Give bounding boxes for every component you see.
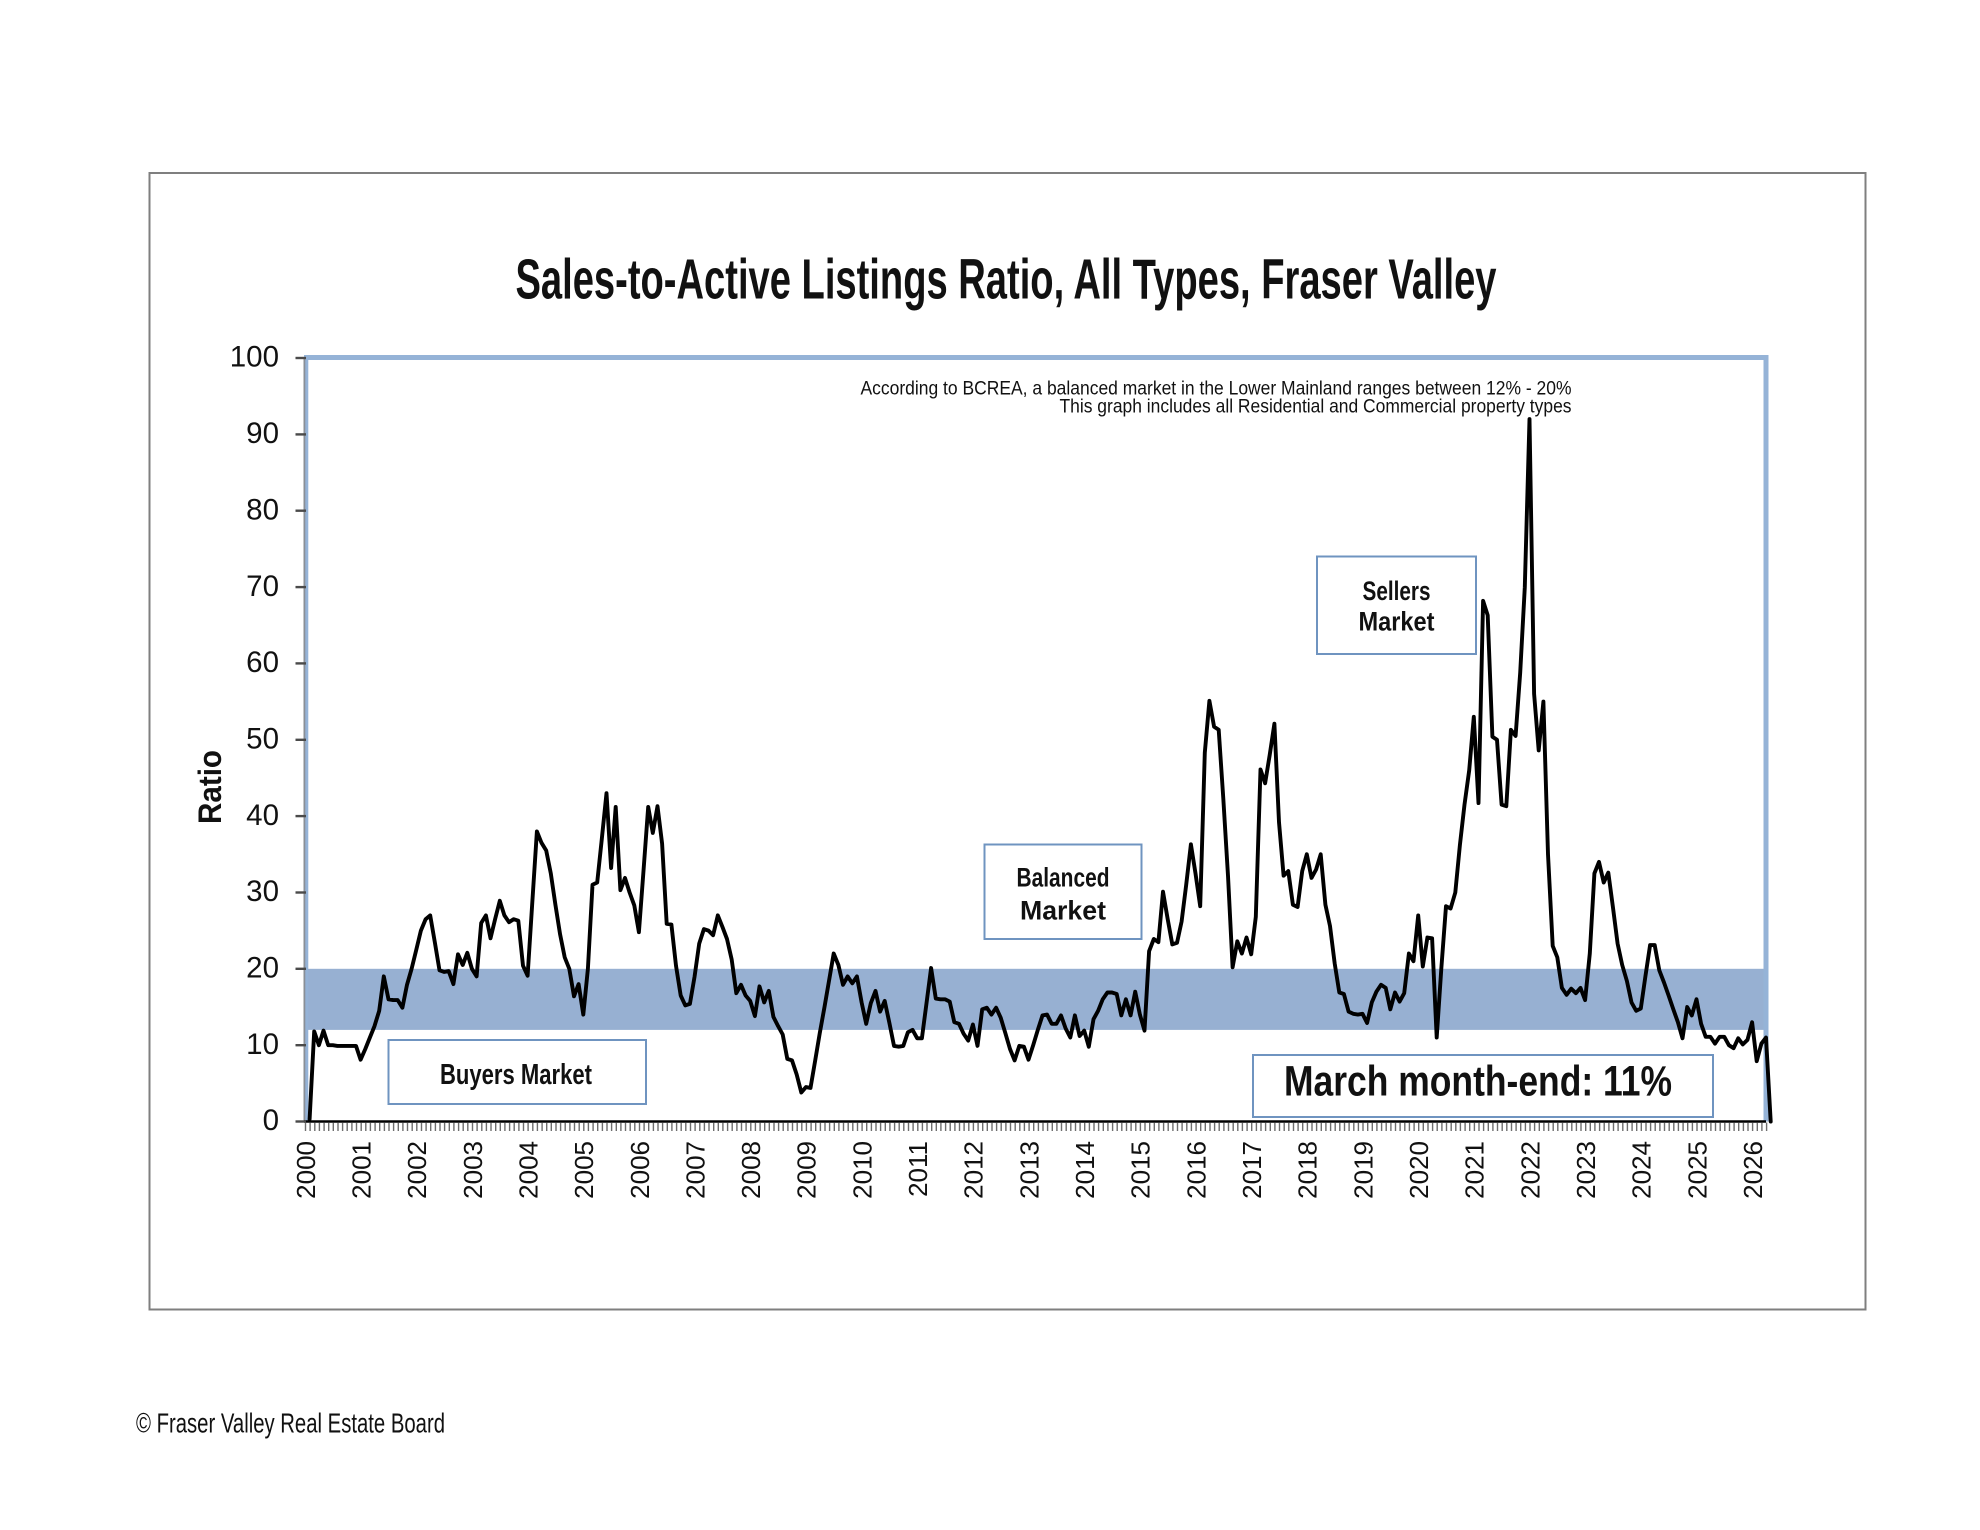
svg-text:This graph includes all Reside: This graph includes all Residential and … [1060, 396, 1572, 418]
svg-text:2006: 2006 [625, 1141, 655, 1199]
svg-text:2005: 2005 [569, 1141, 599, 1199]
svg-text:2024: 2024 [1627, 1141, 1657, 1199]
svg-text:2020: 2020 [1404, 1141, 1434, 1199]
svg-text:Sales-to-Active Listings Ratio: Sales-to-Active Listings Ratio, All Type… [516, 248, 1497, 312]
svg-text:Market: Market [1020, 896, 1106, 926]
svg-text:50: 50 [246, 723, 279, 756]
svg-text:2017: 2017 [1237, 1141, 1267, 1199]
svg-text:2008: 2008 [736, 1141, 766, 1199]
svg-text:10: 10 [246, 1028, 279, 1061]
svg-text:2021: 2021 [1460, 1141, 1490, 1199]
svg-text:According to BCREA, a balanced: According to BCREA, a balanced market in… [861, 378, 1572, 400]
svg-text:2002: 2002 [402, 1141, 432, 1199]
svg-text:Sellers: Sellers [1363, 576, 1431, 606]
svg-text:© Fraser Valley Real Estate Bo: © Fraser Valley Real Estate Board [136, 1408, 445, 1439]
svg-text:Ratio: Ratio [192, 750, 228, 824]
svg-text:March month-end: 11%: March month-end: 11% [1284, 1058, 1672, 1106]
svg-text:70: 70 [246, 570, 279, 603]
svg-text:80: 80 [246, 493, 279, 526]
svg-text:2019: 2019 [1348, 1141, 1378, 1199]
svg-text:2012: 2012 [959, 1141, 989, 1199]
svg-text:30: 30 [246, 875, 279, 908]
svg-text:2000: 2000 [291, 1141, 321, 1199]
svg-text:2003: 2003 [458, 1141, 488, 1199]
svg-text:2004: 2004 [513, 1141, 543, 1199]
svg-text:2014: 2014 [1070, 1141, 1100, 1199]
svg-text:2011: 2011 [903, 1141, 933, 1197]
svg-text:90: 90 [246, 417, 279, 450]
svg-text:40: 40 [246, 799, 279, 832]
svg-text:100: 100 [230, 341, 279, 374]
svg-text:2016: 2016 [1181, 1141, 1211, 1199]
svg-text:2010: 2010 [847, 1141, 877, 1199]
svg-text:Market: Market [1359, 607, 1435, 637]
svg-text:2022: 2022 [1515, 1141, 1545, 1199]
svg-text:2026: 2026 [1738, 1141, 1768, 1199]
svg-text:2007: 2007 [680, 1141, 710, 1199]
svg-text:2023: 2023 [1571, 1141, 1601, 1199]
svg-text:Buyers Market: Buyers Market [440, 1059, 592, 1091]
svg-text:2013: 2013 [1014, 1141, 1044, 1199]
svg-text:20: 20 [246, 952, 279, 985]
svg-text:Balanced: Balanced [1017, 863, 1110, 893]
svg-text:2018: 2018 [1293, 1141, 1323, 1199]
svg-text:60: 60 [246, 646, 279, 679]
svg-text:2001: 2001 [347, 1141, 377, 1199]
svg-text:0: 0 [263, 1104, 279, 1137]
svg-text:2025: 2025 [1682, 1141, 1712, 1199]
svg-text:2009: 2009 [792, 1141, 822, 1199]
svg-text:2015: 2015 [1126, 1141, 1156, 1199]
